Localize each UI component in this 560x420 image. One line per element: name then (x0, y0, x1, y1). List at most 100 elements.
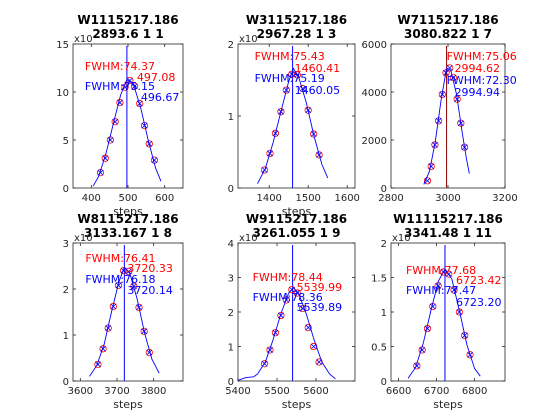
fwhm-annotation: 5539.89 (297, 301, 343, 314)
data-point-circle (282, 86, 290, 94)
subplot-title-line: W3115217.186 (246, 13, 347, 27)
fwhm-annotation: FWHM:75.19 (255, 72, 325, 85)
fwhm-annotation: FWHM:72.30 (447, 74, 517, 87)
x-tick-label: 6800 (462, 386, 487, 397)
axes-box (237, 242, 356, 382)
fwhm-annotation: FWHM:74.37 (85, 60, 155, 73)
data-point-cross (428, 163, 435, 170)
subplot-title-line: 3341.48 1 11 (404, 226, 492, 240)
data-point-circle (315, 151, 323, 159)
plot-area (89, 245, 160, 381)
y-tick-label: 0 (381, 184, 387, 195)
fwhm-annotation: 6723.20 (456, 296, 502, 309)
x-tick-label: 3200 (492, 193, 517, 204)
axes-box (72, 242, 184, 382)
data-point-cross (100, 345, 106, 352)
subplot-title-line: W7115217.186 (397, 13, 498, 27)
fwhm-annotation: FWHM:75.43 (255, 50, 325, 63)
y-tick-label: 6000 (362, 40, 387, 51)
y-tick-label: 1.5 (371, 274, 387, 285)
x-tick-label: 3700 (104, 386, 129, 397)
data-point-cross (146, 349, 153, 356)
fwhm-annotation: FWHM:77.47 (406, 284, 476, 297)
subplot-title-line: W11115217.186 (393, 212, 503, 226)
axes-box (72, 43, 184, 189)
y-tick-label: 2000 (362, 136, 387, 147)
y-tick-label: 3 (63, 239, 69, 250)
fwhm-annotation: 3720.33 (127, 262, 173, 275)
fwhm-annotation: FWHM:77.68 (406, 264, 476, 277)
x-tick-label: 5400 (225, 386, 250, 397)
data-point-circle (271, 329, 280, 337)
data-point-circle (457, 119, 465, 127)
fwhm-annotation: FWHM:76.41 (85, 252, 155, 265)
fit-curve-line (238, 287, 336, 381)
x-axis-label: steps (113, 398, 143, 411)
subplot-title-line: 2893.6 1 1 (92, 27, 163, 41)
fit-curve-line (407, 268, 481, 379)
fwhm-annotation: 1460.05 (295, 84, 341, 97)
subplot-title-line: W9115217.186 (246, 212, 347, 226)
data-point-circle (466, 351, 474, 359)
fwhm-annotation: FWHM:78.36 (253, 291, 323, 304)
y-exponent-label: x10 (239, 233, 258, 244)
data-point-circle (304, 323, 312, 332)
y-tick-label: 1 (228, 112, 234, 123)
fwhm-annotation: 497.08 (137, 71, 176, 84)
data-point-circle (260, 166, 269, 174)
y-tick-label: 4 (228, 239, 234, 250)
data-point-circle (260, 360, 269, 368)
data-point-circle (271, 129, 280, 137)
data-point-circle (461, 331, 469, 340)
y-tick-label: 0 (63, 377, 69, 388)
subplot-title-line: 3080.822 1 7 (404, 27, 492, 41)
data-point-circle (135, 303, 143, 311)
fit-curve-line (89, 266, 160, 377)
y-exponent-label: x10 (74, 34, 93, 45)
x-tick-label: 5500 (264, 386, 289, 397)
y-tick-label: 15 (56, 40, 69, 51)
fit-curve-line (423, 67, 470, 185)
y-tick-label: 2 (63, 285, 69, 296)
data-point-cross (97, 169, 104, 176)
y-tick-label: 1 (228, 343, 234, 354)
data-point-circle (125, 267, 133, 276)
fwhm-annotation: 1460.41 (295, 62, 341, 75)
fwhm-annotation: FWHM:78.44 (253, 271, 323, 284)
x-tick-label: 6700 (424, 386, 449, 397)
data-point-circle (288, 70, 296, 78)
data-point-circle (304, 106, 312, 114)
data-point-cross (450, 74, 457, 81)
data-point-circle (136, 99, 144, 108)
fwhm-annotation: FWHM:75.15 (85, 80, 155, 93)
fit-curve-line (257, 67, 329, 184)
plot-area (257, 46, 329, 188)
x-axis-label: steps (113, 205, 143, 218)
x-tick-label: 1600 (334, 193, 359, 204)
y-tick-label: 5 (63, 136, 69, 147)
data-point-cross (424, 325, 431, 332)
x-axis-label: steps (282, 398, 312, 411)
x-tick-label: 3600 (68, 386, 93, 397)
data-point-circle (277, 311, 285, 320)
data-point-cross (446, 65, 453, 71)
y-tick-label: 2 (381, 239, 387, 250)
y-tick-label: 2 (228, 40, 234, 51)
data-point-circle (310, 130, 318, 138)
x-axis-label: steps (433, 398, 463, 411)
data-point-cross (131, 83, 138, 90)
data-point-circle (277, 108, 285, 116)
data-point-circle (145, 140, 153, 148)
y-exponent-label: x10 (239, 34, 258, 45)
y-tick-label: 1 (63, 331, 69, 342)
y-tick-label: 4000 (362, 88, 387, 99)
fwhm-annotation: FWHM:76.18 (85, 273, 155, 286)
y-tick-label: 0 (63, 184, 69, 195)
y-exponent-label: x10 (392, 233, 411, 244)
data-point-cross (288, 71, 295, 78)
